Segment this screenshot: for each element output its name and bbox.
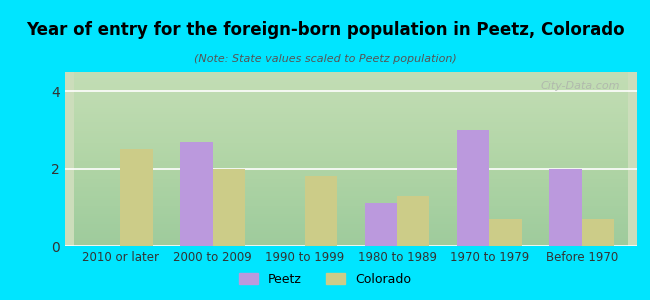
Legend: Peetz, Colorado: Peetz, Colorado [234,268,416,291]
Bar [120,149,153,246]
Bar [582,219,614,246]
Bar [180,142,213,246]
Bar [397,196,430,246]
Bar [305,176,337,246]
Bar [213,169,245,246]
Text: (Note: State values scaled to Peetz population): (Note: State values scaled to Peetz popu… [194,54,456,64]
Bar [365,203,397,246]
Bar [457,130,489,246]
Bar [549,169,582,246]
Text: Year of entry for the foreign-born population in Peetz, Colorado: Year of entry for the foreign-born popul… [26,21,624,39]
Bar [489,219,522,246]
Text: City-Data.com: City-Data.com [540,81,620,91]
